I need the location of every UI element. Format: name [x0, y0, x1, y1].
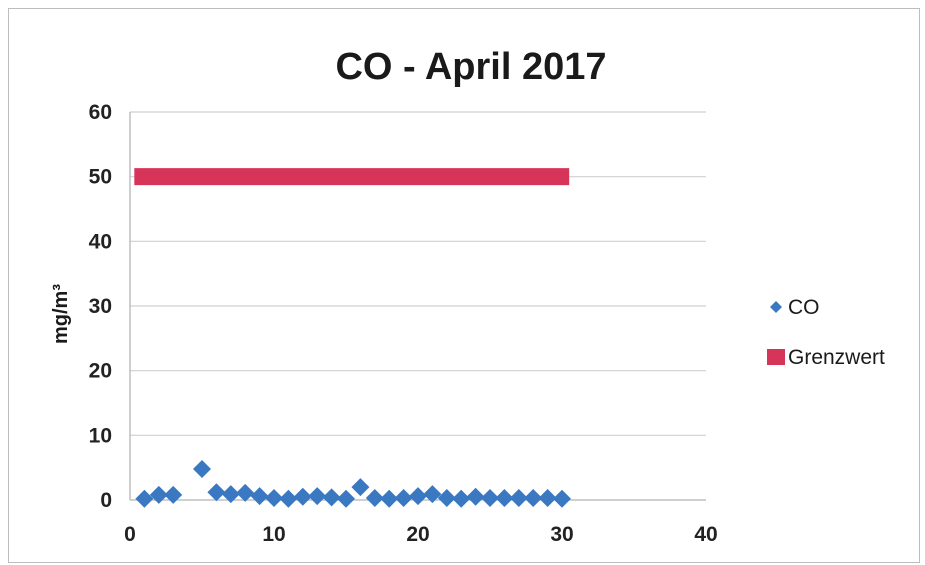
legend: CO Grenzwert [767, 296, 885, 369]
co-data-point [423, 485, 442, 504]
legend-swatch-co [770, 301, 782, 313]
co-data-point [538, 489, 557, 508]
co-data-point [365, 489, 384, 508]
y-tick-label: 50 [89, 166, 112, 189]
co-data-point [250, 487, 269, 506]
y-tick-label: 40 [89, 230, 112, 253]
co-data-point [495, 489, 514, 508]
co-data-point [308, 487, 327, 506]
co-data-point [193, 459, 211, 478]
chart-svg: CO - April 2017 mg/m³ 0 10 20 30 40 50 60 0 10 20… [50, 46, 885, 546]
x-tick-label: 30 [550, 523, 573, 546]
series-layer [134, 168, 571, 508]
chart-title: CO - April 2017 [335, 46, 606, 88]
co-data-point [437, 489, 456, 508]
co-data-point [351, 478, 370, 497]
x-tick-label: 20 [406, 523, 429, 546]
co-data-point [236, 483, 255, 502]
co-data-point [293, 487, 312, 506]
co-data-point [265, 489, 283, 508]
tick-labels: 0 10 20 30 40 50 60 0 10 20 30 40 [89, 101, 718, 546]
co-data-point [149, 485, 168, 504]
co-data-point [380, 489, 399, 508]
y-tick-label: 20 [89, 360, 112, 383]
co-data-point [509, 489, 528, 508]
co-data-point [394, 489, 413, 508]
legend-label: CO [788, 296, 820, 319]
co-data-point [409, 487, 427, 506]
co-data-point [221, 485, 240, 504]
co-data-point [207, 483, 226, 502]
chart-frame: CO - April 2017 mg/m³ 0 10 20 30 40 50 60 0 10 20… [8, 8, 920, 563]
co-data-point [164, 485, 183, 504]
co-data-point [279, 489, 298, 508]
legend-label: Grenzwert [788, 346, 885, 369]
y-tick-label: 30 [89, 295, 112, 318]
y-tick-label: 10 [89, 424, 112, 447]
grid-layer [130, 111, 706, 436]
x-tick-label: 40 [694, 523, 717, 546]
x-tick-label: 0 [124, 523, 136, 546]
y-tick-label: 60 [89, 101, 112, 124]
x-tick-label: 10 [262, 523, 285, 546]
co-data-point [135, 489, 154, 508]
legend-swatch-grenzwert [767, 349, 785, 365]
co-data-point [524, 489, 543, 508]
co-data-point [481, 489, 499, 508]
co-data-point [322, 488, 341, 507]
co-data-point [452, 489, 471, 508]
co-data-point [466, 487, 485, 506]
co-data-point [553, 489, 571, 508]
y-tick-label: 0 [100, 489, 112, 512]
y-axis-title: mg/m³ [50, 284, 72, 344]
co-data-point [337, 489, 355, 508]
